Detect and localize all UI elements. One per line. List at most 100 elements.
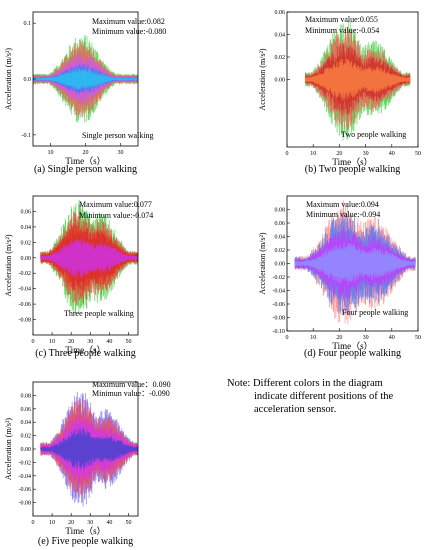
x-tick-label: 20	[336, 151, 342, 157]
signal-traces	[40, 391, 138, 507]
y-tick-label: -0.04	[19, 287, 32, 293]
y-axis-label: Acceleration (m/s²)	[258, 48, 267, 110]
signal-traces	[33, 35, 138, 123]
signal-series-2	[40, 399, 138, 498]
x-tick-label: 30	[87, 339, 93, 345]
x-axis-label: Time（s）	[65, 526, 105, 536]
in-plot-title: Two people walking	[341, 130, 406, 139]
y-tick-label: 0.00	[275, 262, 286, 268]
x-tick-label: 40	[389, 151, 395, 157]
y-tick-label: 0.04	[21, 225, 32, 231]
y-tick-label: 0.00	[21, 256, 32, 262]
x-tick-label: 10	[310, 151, 316, 157]
y-tick-label: -0.08	[19, 501, 32, 507]
x-tick-label: 30	[118, 150, 124, 156]
chart-panel-4: 0 10 20 30 40 50 -0.10 -0.08 -0.06 -0.04 -0.02 0.00…	[258, 195, 421, 359]
signal-series-1	[40, 199, 138, 316]
y-tick-label: 0.0	[24, 77, 32, 83]
signal-series-5	[33, 67, 138, 90]
y-tick-label: 0.1	[24, 21, 32, 27]
min-value-annotation: Minimum value:-0.074	[79, 211, 153, 220]
x-axis-label: Time（s）	[332, 157, 372, 167]
max-value-annotation: Maximum value:0.055	[305, 15, 378, 24]
signal-series-2	[304, 27, 411, 130]
figure-note: Note: Different colors in the diagram in…	[227, 377, 422, 416]
chart-panel-3: 0 10 20 30 40 50 -0.08 -0.06 -0.04 -0.02 0.00 0.02 0…	[4, 195, 153, 359]
x-tick-label: 10	[310, 335, 316, 341]
x-tick-label: 0	[286, 335, 289, 341]
chart-panel-5: 0 10 20 30 40 50 -0.08 -0.06 -0.04 -0.02 0.00 0.02 0…	[4, 380, 171, 547]
min-value-annotation: Minimum value:-0.094	[306, 210, 380, 219]
y-tick-label: 0.02	[275, 248, 286, 254]
signal-series-2	[40, 208, 138, 306]
max-value-annotation: Maximum value:0.077	[79, 200, 152, 209]
in-plot-title: Four people walking	[342, 308, 408, 317]
y-axis-label: Acceleration (m/s²)	[4, 48, 13, 110]
x-tick-label: 10	[48, 150, 54, 156]
y-tick-label: 0.02	[275, 55, 286, 61]
y-tick-label: -0.06	[19, 487, 32, 493]
signal-series-4	[294, 242, 416, 286]
max-value-annotation: Maximum value:0.082	[92, 17, 165, 26]
signal-series-4	[40, 428, 138, 470]
y-tick-label: -0.1	[22, 133, 32, 139]
max-value-annotation: Maximum value：0.090	[92, 380, 171, 389]
y-tick-label: 0.06	[275, 221, 286, 227]
signal-series-3	[40, 222, 138, 294]
y-tick-label: 0.00	[275, 78, 286, 84]
y-axis-label: Acceleration (m/s²)	[4, 234, 13, 296]
x-tick-label: 0	[286, 151, 289, 157]
signal-series-1	[33, 35, 138, 123]
y-tick-label: -0.08	[19, 318, 32, 324]
y-tick-label: 0.00	[21, 447, 32, 453]
x-tick-label: 50	[415, 151, 421, 157]
panel-caption: (b) Two people walking	[305, 164, 400, 175]
panel-caption: (e) Five people walking	[38, 536, 133, 547]
y-tick-label: 0.02	[21, 240, 32, 246]
x-tick-label: 40	[389, 335, 395, 341]
signal-series-4	[304, 58, 411, 101]
y-tick-label: -0.10	[273, 329, 286, 335]
x-tick-label: 20	[68, 520, 74, 526]
x-tick-label: 0	[32, 520, 35, 526]
y-tick-label: 0.04	[275, 235, 286, 241]
max-value-annotation: Maximum value:0.094	[306, 200, 379, 209]
y-tick-label: -0.02	[273, 275, 286, 281]
x-tick-label: 40	[106, 520, 112, 526]
y-tick-label: -0.04	[273, 289, 286, 295]
signal-series-2	[33, 41, 138, 118]
y-axis-label: Acceleration (m/s²)	[4, 418, 13, 480]
min-value-annotation: Minimun value：-0.090	[92, 389, 170, 398]
x-tick-label: 0	[32, 339, 35, 345]
note-line-3: acceleration sensor.	[254, 404, 337, 415]
panel-caption: (a) Single person walking	[34, 164, 137, 175]
chart-panel-2: 0 10 20 30 40 50 0.00 0.02 0.04 0.06 Time（s） Accele…	[258, 10, 421, 175]
chart-panel-1: 10 20 30 -0.1 0.0 0.1 Time（s） Acceleration (m/s…	[4, 11, 166, 175]
x-tick-label: 20	[336, 335, 342, 341]
y-tick-label: 0.08	[275, 208, 286, 214]
in-plot-title: Three people walking	[64, 309, 134, 318]
note-line-2: indicate different positions of the	[254, 391, 394, 402]
y-axis-label: Acceleration (m/s²)	[258, 232, 267, 294]
x-tick-label: 50	[125, 339, 131, 345]
x-axis-label: Time（s）	[332, 341, 372, 351]
plot-frame	[32, 195, 139, 336]
signal-traces	[294, 200, 416, 325]
y-tick-label: -0.06	[19, 302, 32, 308]
y-tick-label: 0.08	[21, 393, 32, 399]
y-tick-label: -0.08	[273, 316, 286, 322]
y-tick-label: -0.06	[273, 302, 286, 308]
x-tick-label: 30	[363, 151, 369, 157]
x-tick-label: 30	[87, 520, 93, 526]
y-tick-label: 0.04	[21, 420, 32, 426]
y-tick-label: 0.02	[21, 434, 32, 440]
x-tick-label: 40	[106, 339, 112, 345]
y-tick-label: 0.04	[275, 33, 286, 39]
y-tick-label: 0.06	[275, 10, 286, 16]
signal-series-3	[304, 43, 411, 116]
y-tick-label: -0.04	[19, 474, 32, 480]
note-line-1: Note: Different colors in the diagram	[227, 378, 383, 389]
in-plot-title: Single person walking	[82, 131, 154, 140]
signal-traces	[40, 199, 138, 316]
